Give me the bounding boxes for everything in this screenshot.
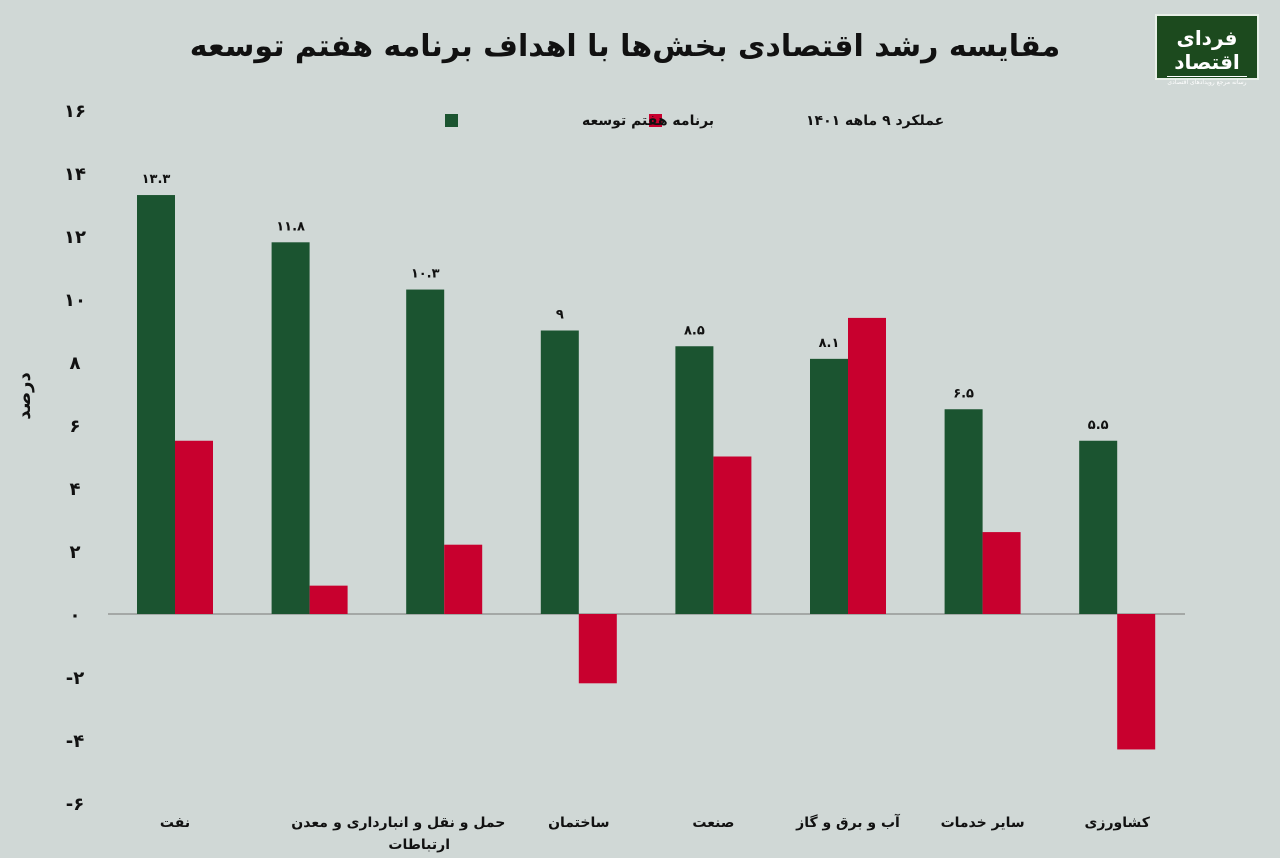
bar-plan xyxy=(1079,440,1118,614)
bar-actual xyxy=(713,456,752,614)
x-tick-label: سایر خدمات xyxy=(941,815,1025,831)
x-tick-label: ساختمان xyxy=(548,815,609,831)
bar-actual xyxy=(982,532,1021,614)
legend-label-plan: برنامه هفتم توسعه xyxy=(582,113,714,129)
logo: فردای اقتصاد رسانه مرجع رویدادهای اقتصاد… xyxy=(1155,14,1259,86)
bar-plan xyxy=(540,330,579,614)
y-tick-label: ۱۰ xyxy=(64,290,86,311)
x-tick-label: صنعت xyxy=(692,815,734,831)
logo-tagline: رسانه مرجع رویدادهای اقتصادی xyxy=(1167,76,1247,86)
data-label: ۸.۱ xyxy=(819,336,840,351)
bar-actual xyxy=(444,544,483,614)
data-label: ۶.۵ xyxy=(953,386,974,401)
data-label: ۱۰.۳ xyxy=(411,267,440,282)
legend-swatch-plan xyxy=(445,114,458,127)
x-tick-label: ارتباطات xyxy=(388,837,450,853)
bar-actual xyxy=(1117,614,1156,750)
legend-label-actual: عملکرد ۹ ماهه ۱۴۰۱ xyxy=(806,113,944,129)
x-tick-label: کشاورزی xyxy=(1085,815,1151,831)
x-tick-label: حمل و نقل و انبارداری و xyxy=(332,815,505,831)
x-tick-label: معدن xyxy=(291,815,328,831)
y-tick-label: ۲ xyxy=(70,542,81,563)
legend: عملکرد ۹ ماهه ۱۴۰۱ برنامه هفتم توسعه xyxy=(445,113,944,129)
y-tick-label: ۶ xyxy=(70,416,81,437)
logo-name: فردای اقتصاد xyxy=(1174,26,1240,74)
y-tick-label: -۴ xyxy=(66,731,84,752)
bar-plan xyxy=(271,242,310,615)
y-tick-label: ۸ xyxy=(70,353,81,374)
y-tick-label: ۱۴ xyxy=(64,164,86,185)
chart-title: مقایسه رشد اقتصادی بخش‌ها با اهداف برنام… xyxy=(190,29,1060,64)
y-tick-label: -۲ xyxy=(66,668,84,689)
y-tick-label: ۰ xyxy=(70,605,81,626)
bar-actual xyxy=(175,440,213,614)
y-tick-label: -۶ xyxy=(66,794,84,815)
y-tick-label: ۱۶ xyxy=(64,101,86,122)
bar-plan xyxy=(137,195,175,615)
bar-plan xyxy=(406,289,445,614)
data-label: ۱۱.۸ xyxy=(276,219,305,234)
data-label: ۱۳.۳ xyxy=(142,172,171,187)
bar-plan xyxy=(675,346,714,614)
bar-actual xyxy=(309,585,348,614)
bar-actual xyxy=(578,614,617,684)
legend-swatch-actual xyxy=(649,114,662,127)
bar-actual xyxy=(848,317,886,614)
y-axis-label: درصد xyxy=(14,372,35,419)
data-label: ۵.۵ xyxy=(1088,418,1109,433)
x-tick-label: نفت xyxy=(160,815,190,831)
data-label: ۸.۵ xyxy=(684,323,705,338)
bar-plan xyxy=(944,409,983,614)
bar-plan xyxy=(810,358,848,614)
y-tick-label: ۱۲ xyxy=(64,227,86,248)
x-tick-label: آب و برق و گاز xyxy=(795,813,901,831)
y-tick-label: ۴ xyxy=(70,479,81,500)
data-label: ۹ xyxy=(556,308,564,323)
